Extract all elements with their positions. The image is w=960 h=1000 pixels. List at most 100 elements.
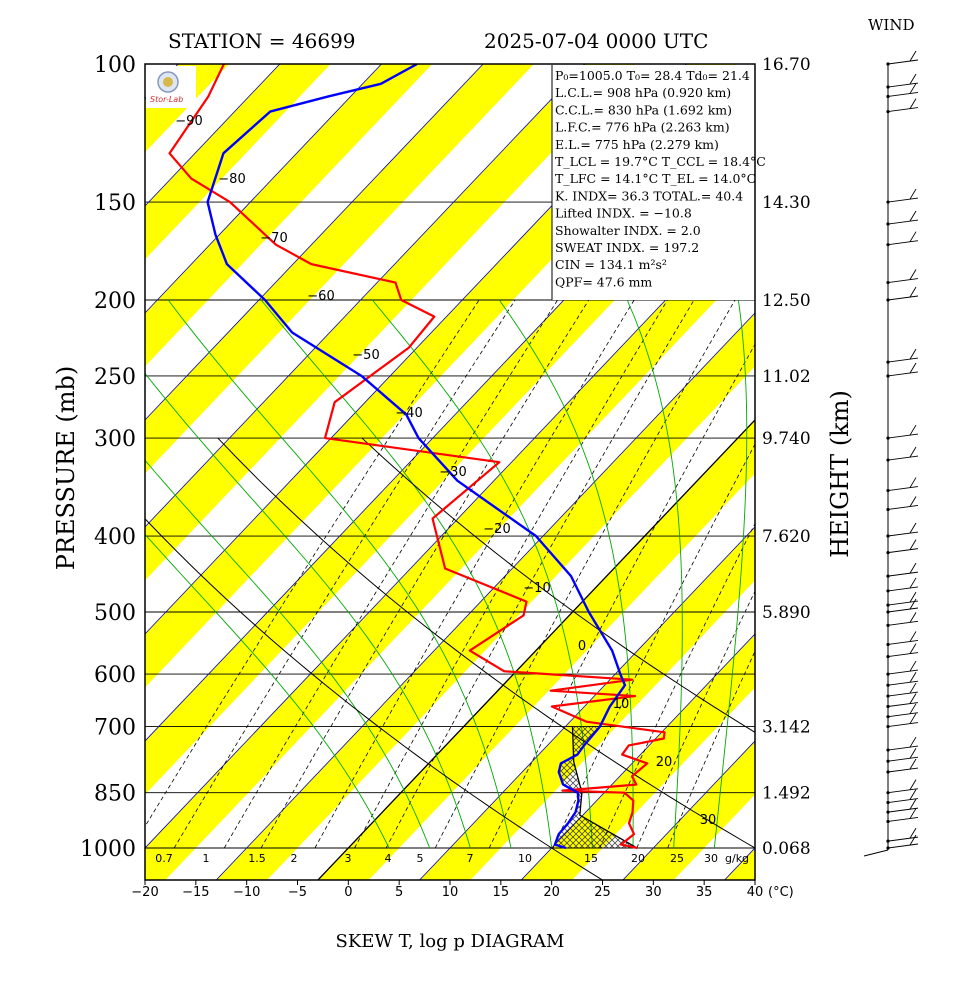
temperature-tick-label: −10 [233, 885, 260, 900]
mixing-ratio-label: 5 [417, 852, 424, 865]
isotherm-label: −60 [307, 289, 334, 304]
mixing-ratio-line [667, 650, 755, 849]
wind-barb [887, 82, 919, 88]
wind-barb [887, 702, 919, 707]
pressure-tick-label: 100 [94, 53, 136, 78]
station-label: STATION = 46699 [168, 29, 356, 53]
datetime-label: 2025-07-04 0000 UTC [484, 29, 708, 53]
wind-barb-flag [909, 713, 917, 724]
wind-barb [887, 433, 919, 439]
mixing-ratio-label: 30 [704, 852, 718, 865]
height-tick-label: 14.30 [762, 193, 811, 213]
isotherm-label: −10 [523, 581, 550, 596]
moist-adiabat [626, 299, 683, 849]
wind-barb [887, 691, 919, 697]
index-line: C.C.L.= 830 hPa (1.692 km) [555, 102, 732, 117]
wind-barb-flag [909, 362, 917, 374]
wind-barb-flag [909, 446, 917, 458]
wind-barb-flag [909, 477, 917, 488]
svg-text:Stor-Lab: Stor-Lab [150, 95, 183, 104]
mixing-ratio-label: 4 [385, 852, 392, 865]
height-tick-label: 11.02 [762, 367, 811, 387]
pressure-tick-label: 250 [94, 365, 136, 390]
wind-barb [887, 600, 919, 606]
isotherm-line [145, 205, 755, 849]
temperature-tick-label: 25 [594, 885, 611, 900]
pressure-tick-label: 200 [94, 289, 136, 314]
isotherm-labels: −90 −80 −70 −60 −50 −40 −30 −20 −10 0 10 20 30 [175, 114, 716, 828]
parcel-path [554, 726, 638, 849]
index-line: Lifted INDX. = −10.8 [555, 206, 692, 221]
temperature-tick-label: 40 [747, 885, 764, 900]
wind-barb-flag [909, 672, 917, 683]
pressure-axis: 100 150 200 250 300 400 500 600 700 850 1000 [80, 53, 136, 862]
temperature-tick-label: −5 [288, 885, 307, 900]
isotherm-label: −30 [439, 465, 466, 480]
wind-barb-flag [909, 50, 917, 62]
wind-barb [887, 219, 919, 225]
temperature-tick-label: 20 [543, 885, 560, 900]
wind-barb-flag [909, 98, 917, 109]
mixing-ratio-line [599, 522, 755, 849]
pressure-tick-label: 600 [94, 663, 136, 688]
pressure-tick-label: 150 [94, 191, 136, 216]
plot-area: 0.7 1 1.5 2 3 4 5 7 10 15 20 25 30 g/kg −90−80−70−60−… [0, 28, 960, 895]
wind-barb-flag [909, 660, 917, 672]
wind-barb [887, 197, 919, 203]
mixing-ratio-line [636, 590, 755, 849]
wind-barb-flag [909, 231, 917, 242]
yellow-band [0, 28, 161, 895]
temperature-tick-label: 5 [395, 885, 403, 900]
temperature-unit-label: (°C) [768, 885, 794, 900]
isotherm-line [419, 526, 755, 880]
isotherm-line [913, 28, 960, 895]
height-axis-title: HEIGHT (km) [826, 390, 854, 558]
wind-level-dot [886, 819, 890, 824]
wind-level-dot [886, 610, 890, 614]
height-tick-label: 9.740 [762, 429, 811, 449]
wind-barb [887, 669, 919, 675]
temperature-tick-label: 0 [344, 885, 352, 900]
index-line: K. INDX= 36.3 TOTAL.= 40.4 [555, 188, 743, 203]
height-tick-label: 3.142 [762, 718, 811, 738]
isotherm-label: −20 [483, 522, 510, 537]
wind-barb-flag [909, 577, 917, 589]
index-line: L.F.C.= 776 hPa (2.263 km) [555, 120, 730, 135]
station-logo: Stor-Lab [146, 66, 196, 108]
moist-adiabat [145, 459, 431, 849]
wind-barb-flag [909, 747, 917, 759]
mixing-ratio-line [488, 343, 755, 849]
wind-barb-flag [909, 210, 917, 222]
mixing-ratio-line [173, 299, 516, 849]
index-line: P₀=1005.0 T₀= 28.4 Td₀= 21.4 [555, 68, 750, 83]
pressure-tick-label: 400 [94, 525, 136, 550]
wind-barb-flag [909, 682, 917, 694]
mixing-ratio-line [354, 299, 668, 849]
parcel-line [571, 726, 638, 849]
wind-barb-flag [909, 779, 917, 790]
wind-barb [887, 571, 919, 577]
index-line: L.C.L.= 908 hPa (0.920 km) [555, 85, 731, 100]
mixing-ratio-line [434, 299, 736, 849]
wind-barb [887, 767, 919, 773]
isotherm-label: −70 [260, 231, 287, 246]
moist-adiabat [145, 533, 390, 849]
moist-adiabat [260, 299, 553, 849]
isotherm-label: 10 [613, 697, 630, 712]
cape-hatch [554, 726, 638, 848]
isotherm-line [145, 64, 281, 207]
dewpoint-trace [206, 64, 627, 850]
index-line: QPF= 47.6 mm [555, 274, 652, 289]
height-tick-label: 12.50 [762, 291, 811, 311]
mixing-ratio-label: 7 [467, 852, 474, 865]
temperature-axis: −20 −15 −10 −5 0 5 10 15 20 25 30 35 40 [131, 880, 763, 900]
wind-barb [887, 843, 919, 849]
moist-adiabat [713, 299, 748, 849]
yellow-band [913, 28, 960, 895]
isotherm-line [145, 64, 586, 528]
wind-barb-flag [909, 643, 917, 654]
wind-barb-flag [909, 424, 917, 436]
height-tick-label: 1.492 [762, 784, 811, 804]
index-line: SWEAT INDX. = 197.2 [555, 240, 699, 255]
wind-barb-flag [909, 522, 917, 534]
